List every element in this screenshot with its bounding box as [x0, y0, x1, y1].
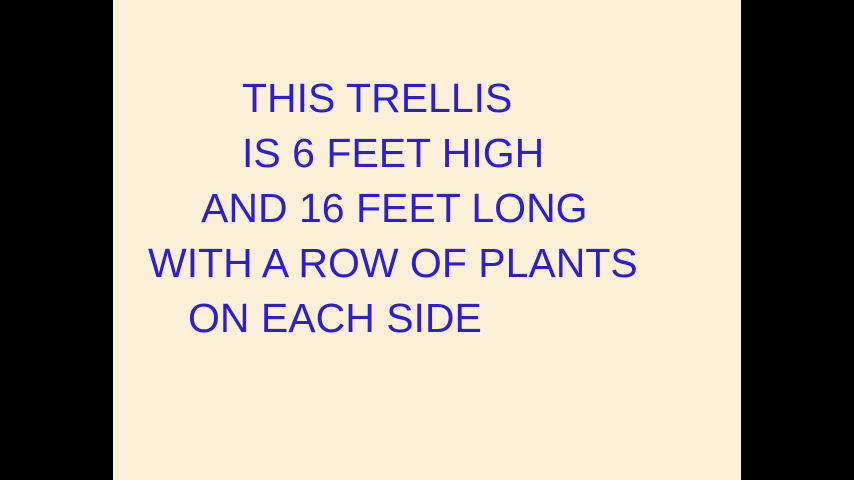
slide-text-line-2: IS 6 FEET HIGH	[242, 130, 545, 176]
slide-text-line-4: WITH A ROW OF PLANTS	[148, 240, 638, 286]
slide-text-line-3: AND 16 FEET LONG	[201, 185, 588, 231]
title-slide: THIS TRELLIS IS 6 FEET HIGH AND 16 FEET …	[113, 0, 741, 480]
slide-text-line-5: ON EACH SIDE	[188, 295, 482, 341]
slide-text-line-1: THIS TRELLIS	[242, 75, 513, 121]
